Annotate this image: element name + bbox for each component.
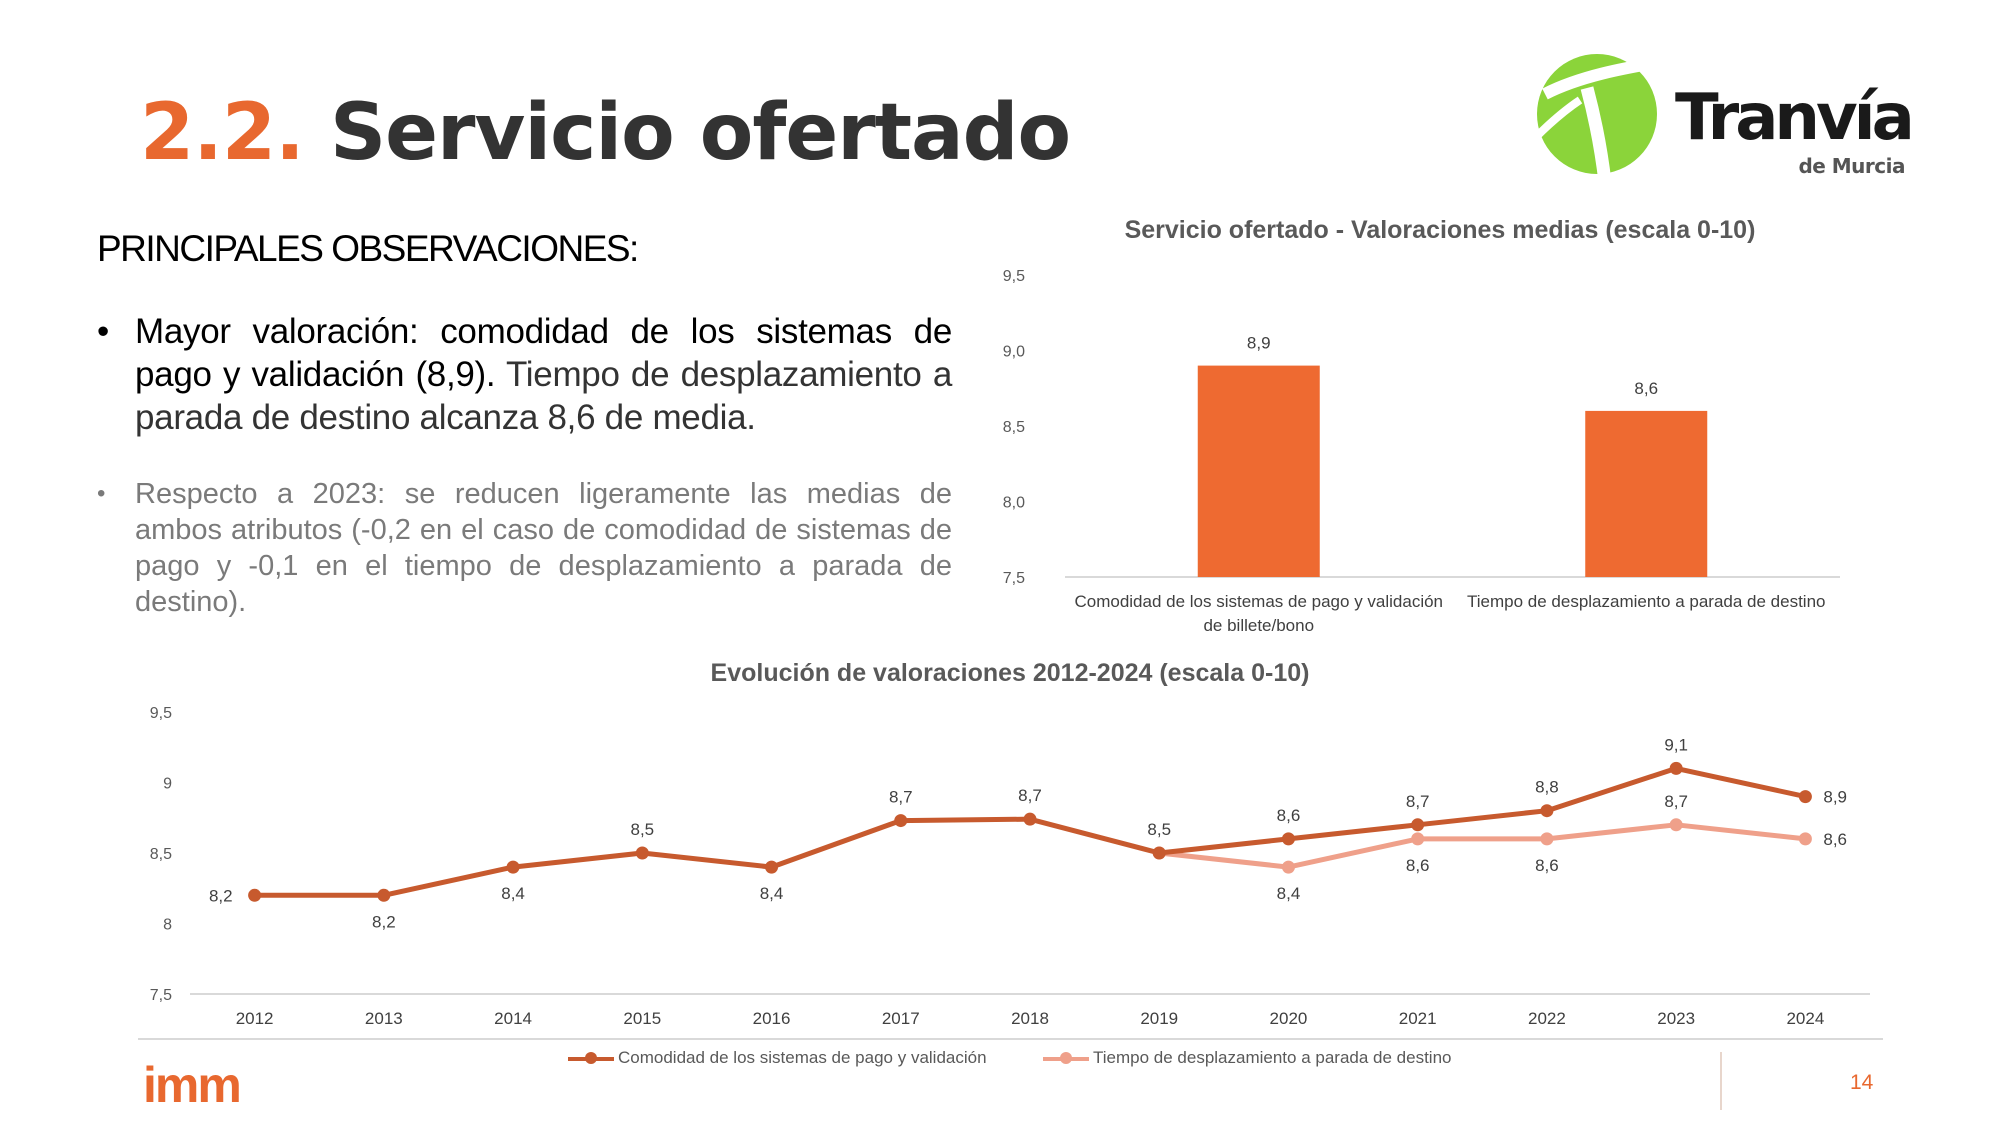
line-point-series-1: [377, 888, 391, 902]
line-series-2: [1158, 822, 1806, 870]
line-data-label-series-1: 8,5: [1147, 820, 1171, 839]
line-data-label-series-2: 8,6: [1535, 856, 1559, 875]
line-point-series-1: [894, 814, 908, 828]
slide-title: 2.2. Servicio ofertado: [140, 88, 1071, 178]
bar-y-tick-label: 7,5: [1003, 570, 1025, 587]
line-x-tick-label: 2019: [1140, 1009, 1178, 1028]
line-data-label-series-1: 9,1: [1664, 735, 1688, 754]
legend-line-marker-icon: [568, 1052, 614, 1064]
line-point-series-1: [1540, 804, 1554, 818]
line-data-label-series-2: 8,7: [1664, 792, 1688, 811]
bar-y-tick-label: 8,0: [1003, 495, 1025, 512]
line-data-label-series-2: 8,6: [1406, 856, 1430, 875]
line-x-tick-label: 2013: [365, 1009, 403, 1028]
observation-1-rest: Tiempo de desplazamiento a parada de des…: [135, 355, 953, 437]
legend-item-series-1: Comodidad de los sistemas de pago y vali…: [568, 1048, 987, 1068]
line-data-label-series-1: 8,2: [209, 886, 233, 905]
line-point-series-1: [1281, 832, 1295, 846]
line-point-series-1: [248, 888, 262, 902]
imm-logo: imm: [143, 1062, 242, 1106]
line-point-series-2: [1540, 832, 1554, 846]
line-data-label-series-2: 8,6: [1823, 830, 1847, 849]
line-y-tick-label: 9: [163, 776, 172, 793]
line-point-series-2: [1281, 860, 1295, 874]
line-data-label-series-1: 8,9: [1823, 788, 1847, 807]
line-x-tick-label: 2012: [236, 1009, 274, 1028]
line-point-series-2: [1798, 832, 1812, 846]
slide-title-text: Servicio ofertado: [329, 88, 1071, 178]
bar-value-label: 8,9: [1247, 334, 1271, 353]
line-point-series-1: [1669, 761, 1683, 775]
tranvia-emblem-icon: [1535, 54, 1662, 183]
line-x-tick-label: 2022: [1528, 1009, 1566, 1028]
bar: [1197, 365, 1320, 577]
observation-2-text: Respecto a 2023: se reducen ligeramente …: [135, 478, 952, 618]
line-point-series-1: [506, 860, 520, 874]
line-y-tick-label: 9,5: [150, 705, 172, 722]
line-data-label-series-2: 8,4: [1277, 884, 1301, 903]
line-x-tick-label: 2015: [623, 1009, 661, 1028]
line-point-series-2: [1669, 818, 1683, 832]
line-x-tick-label: 2016: [753, 1009, 791, 1028]
line-x-tick-label: 2024: [1786, 1009, 1824, 1028]
line-point-series-1: [1411, 818, 1425, 832]
footer-divider: [138, 1038, 1883, 1040]
observations-list: • Mayor valoración: comodidad de los sis…: [97, 310, 952, 620]
line-x-tick-label: 2021: [1399, 1009, 1437, 1028]
bar-category-label: Comodidad de los sistemas de pago y vali…: [1074, 592, 1443, 635]
line-point-series-1: [635, 846, 649, 860]
line-data-label-series-1: 8,2: [372, 912, 396, 931]
line-data-label-series-1: 8,7: [889, 788, 913, 807]
line-x-tick-label: 2023: [1657, 1009, 1695, 1028]
observation-1-lead: Mayor valoración: comodidad de los siste…: [135, 312, 952, 394]
line-chart-legend: Comodidad de los sistemas de pago y vali…: [0, 1048, 2000, 1076]
line-data-label-series-1: 8,8: [1535, 778, 1559, 797]
legend-label-series-2: Tiempo de desplazamiento a parada de des…: [1093, 1048, 1452, 1067]
line-y-tick-label: 8,5: [150, 846, 172, 863]
line-point-series-2: [1411, 832, 1425, 846]
legend-item-series-2: Tiempo de desplazamiento a parada de des…: [1043, 1048, 1452, 1068]
bullet-dot-icon: •: [97, 480, 106, 507]
tranvia-logo-subtext: de Murcia: [1798, 154, 1905, 178]
line-data-label-series-1: 8,4: [501, 884, 525, 903]
line-point-series-1: [1152, 846, 1166, 860]
line-x-tick-label: 2017: [882, 1009, 920, 1028]
bar: [1585, 410, 1708, 577]
line-x-tick-label: 2018: [1011, 1009, 1049, 1028]
observation-bullet-1: • Mayor valoración: comodidad de los sis…: [97, 310, 952, 439]
bar-chart: Servicio ofertado - Valoraciones medias …: [1003, 216, 1840, 635]
bar-value-label: 8,6: [1634, 379, 1658, 398]
bar-chart-title: Servicio ofertado - Valoraciones medias …: [1125, 216, 1756, 244]
page-number: 14: [1850, 1071, 1874, 1094]
legend-line-marker-icon: [1043, 1052, 1089, 1064]
observations-heading: PRINCIPALES OBSERVACIONES:: [97, 228, 639, 269]
line-chart: Evolución de valoraciones 2012-2024 (esc…: [150, 659, 1870, 1028]
line-data-label-series-1: 8,7: [1018, 786, 1042, 805]
tranvia-logo-text: Tranvía: [1675, 81, 1915, 155]
line-point-series-1: [1798, 790, 1812, 804]
line-point-series-1: [1023, 812, 1037, 826]
line-data-label-series-1: 8,5: [630, 820, 654, 839]
line-point-series-1: [765, 860, 779, 874]
bar-y-tick-label: 9,0: [1003, 344, 1025, 361]
line-x-tick-label: 2020: [1270, 1009, 1308, 1028]
bar-y-tick-label: 8,5: [1003, 419, 1025, 436]
tranvia-logo: Tranvía de Murcia: [1535, 48, 1915, 183]
bullet-dot-icon: •: [97, 312, 109, 351]
slide-number: 2.2.: [140, 88, 305, 178]
line-data-label-series-1: 8,4: [760, 884, 784, 903]
line-x-tick-label: 2014: [494, 1009, 532, 1028]
line-chart-title: Evolución de valoraciones 2012-2024 (esc…: [711, 659, 1310, 687]
footer-vertical-divider: [1720, 1052, 1722, 1110]
imm-logo-text: imm: [143, 1062, 240, 1106]
line-y-tick-label: 7,5: [150, 987, 172, 1004]
line-data-label-series-1: 8,7: [1406, 792, 1430, 811]
observation-bullet-2: • Respecto a 2023: se reducen ligerament…: [97, 476, 952, 620]
line-y-tick-label: 8: [163, 917, 172, 934]
line-data-label-series-1: 8,6: [1277, 806, 1301, 825]
bar-y-tick-label: 9,5: [1003, 268, 1025, 285]
legend-label-series-1: Comodidad de los sistemas de pago y vali…: [618, 1048, 987, 1067]
bar-category-label: Tiempo de desplazamiento a parada de des…: [1467, 592, 1826, 611]
